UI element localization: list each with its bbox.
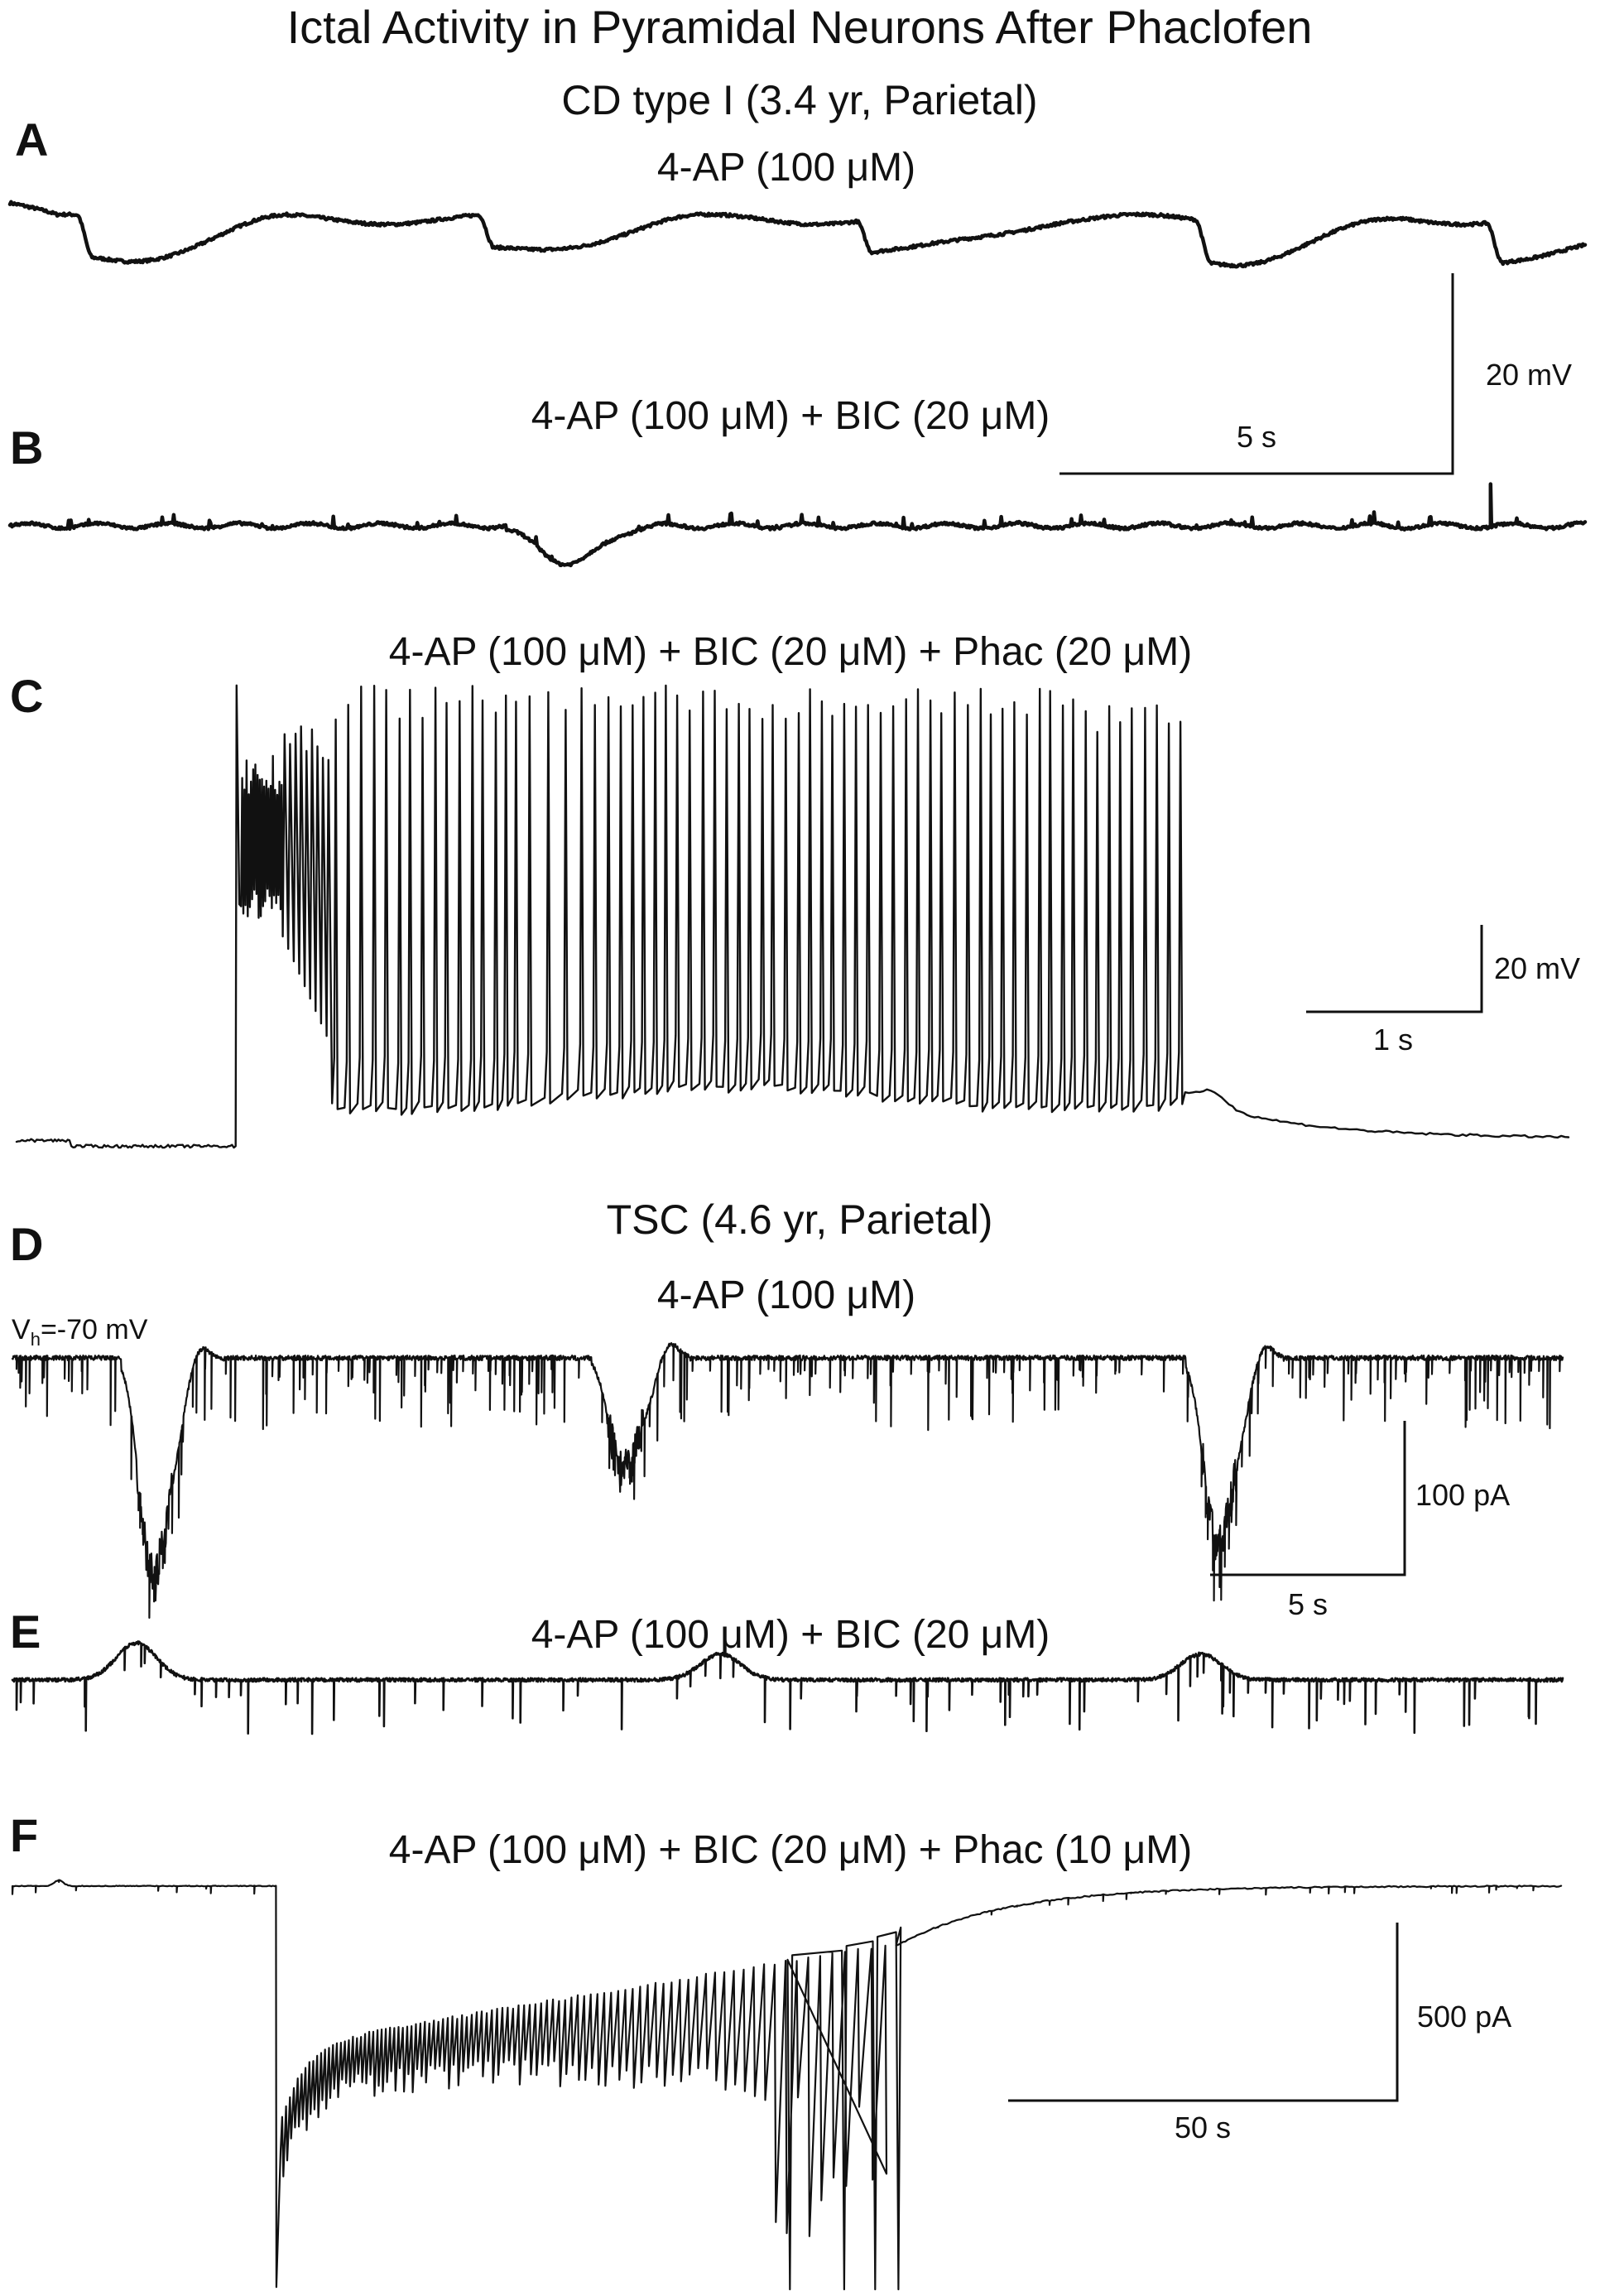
holding-potential-v: V bbox=[12, 1314, 31, 1345]
scale-bar-f bbox=[1008, 1923, 1399, 2102]
condition-label-e: 4-AP (100 μM) + BIC (20 μM) bbox=[531, 1613, 1050, 1657]
condition-label-b: 4-AP (100 μM) + BIC (20 μM) bbox=[531, 394, 1050, 438]
trace-b bbox=[7, 482, 1588, 568]
scale-bar-d-time: 5 s bbox=[1288, 1587, 1328, 1621]
trace-d bbox=[11, 1342, 1564, 1619]
condition-label-d: 4-AP (100 μM) bbox=[657, 1273, 915, 1317]
scale-bar-d bbox=[1210, 1421, 1406, 1576]
panel-letter-b: B bbox=[10, 421, 43, 474]
group-label-tsc: TSC (4.6 yr, Parietal) bbox=[607, 1196, 993, 1243]
trace-a bbox=[7, 200, 1588, 269]
holding-potential-label: Vh=-70 mV bbox=[12, 1314, 148, 1350]
trace-c bbox=[15, 684, 1570, 1149]
panel-letter-d: D bbox=[10, 1218, 43, 1270]
scale-bar-c-amplitude: 20 mV bbox=[1494, 951, 1580, 985]
scale-bar-ab-amplitude: 20 mV bbox=[1486, 358, 1572, 392]
condition-label-f: 4-AP (100 μM) + BIC (20 μM) + Phac (10 μ… bbox=[389, 1828, 1192, 1872]
scale-bar-ab-time: 5 s bbox=[1237, 420, 1276, 454]
scale-bar-ab bbox=[1059, 273, 1454, 475]
scale-bar-f-time: 50 s bbox=[1175, 2111, 1231, 2144]
holding-potential-subscript: h bbox=[31, 1329, 41, 1350]
scale-bar-d-amplitude: 100 pA bbox=[1415, 1478, 1510, 1512]
condition-label-c: 4-AP (100 μM) + BIC (20 μM) + Phac (20 μ… bbox=[389, 630, 1192, 674]
figure-title: Ictal Activity in Pyramidal Neurons Afte… bbox=[287, 1, 1313, 53]
scale-bar-c bbox=[1306, 925, 1483, 1013]
panel-letter-e: E bbox=[10, 1605, 41, 1658]
scale-bar-c-time: 1 s bbox=[1373, 1023, 1413, 1057]
trace-e bbox=[11, 1640, 1564, 1735]
panel-letter-f: F bbox=[10, 1809, 38, 1861]
holding-potential-value: =-70 mV bbox=[41, 1314, 148, 1345]
condition-label-a: 4-AP (100 μM) bbox=[657, 146, 915, 190]
panel-letter-c: C bbox=[10, 670, 43, 722]
scale-bar-f-amplitude: 500 pA bbox=[1417, 2000, 1511, 2034]
group-label-cd: CD type I (3.4 yr, Parietal) bbox=[561, 77, 1037, 123]
panel-letter-a: A bbox=[15, 113, 48, 166]
trace-f bbox=[11, 1879, 1563, 2291]
